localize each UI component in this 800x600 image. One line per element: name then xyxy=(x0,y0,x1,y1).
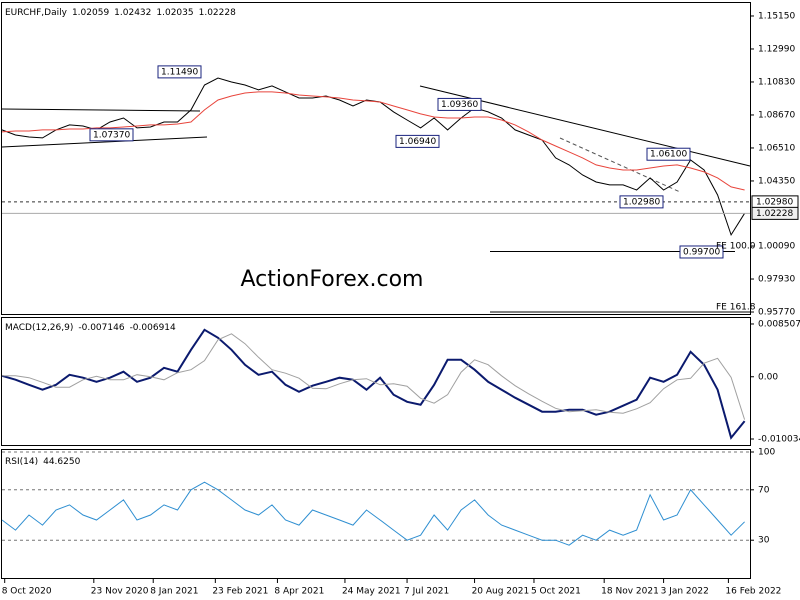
y-tick-label: 100 xyxy=(758,448,775,458)
y-tick-label: 30 xyxy=(758,536,770,546)
dashed-channel xyxy=(559,137,681,193)
y-tick-label: 0.008507 xyxy=(758,319,800,329)
price-marker-label: 1.02228 xyxy=(756,209,793,219)
x-tick-label: 16 Feb 2022 xyxy=(725,587,781,597)
price-marker-box xyxy=(751,206,799,220)
annotation-label: 1.11490 xyxy=(161,67,198,77)
series-line xyxy=(1,481,745,546)
title-part: 1.02035 xyxy=(156,8,193,18)
y-tick-label: 1.00090 xyxy=(758,242,795,252)
panel-title: EURCHF,Daily 1.02059 1.02432 1.02035 1.02228 xyxy=(5,8,236,18)
watermark: ActionForex.com xyxy=(241,267,424,292)
annotation-box xyxy=(89,128,134,142)
x-tick-label: 8 Apr 2021 xyxy=(274,587,324,597)
series-line xyxy=(1,91,745,191)
macd-panel xyxy=(1,317,751,446)
y-tick-label: 1.12990 xyxy=(758,44,795,54)
y-tick-label: 1.06510 xyxy=(758,143,795,153)
y-tick-label: 70 xyxy=(758,485,770,495)
x-tick-label: 24 May 2021 xyxy=(342,587,401,597)
x-tick-label: 20 Aug 2021 xyxy=(472,587,530,597)
x-tick-label: 7 Jul 2021 xyxy=(404,587,449,597)
title-part: 44.6250 xyxy=(43,457,80,467)
title-part: 1.02432 xyxy=(114,8,151,18)
annotation-box xyxy=(157,65,202,79)
series-line xyxy=(1,328,746,440)
y-tick-label: 1.15150 xyxy=(758,11,795,21)
title-part: RSI(14) xyxy=(5,457,38,467)
y-tick-label: 1.04350 xyxy=(758,176,795,186)
x-tick-label: 18 Nov 2021 xyxy=(601,587,659,597)
title-part: EURCHF,Daily xyxy=(5,8,68,18)
annotation-label: 1.06100 xyxy=(650,150,687,160)
title-part: -0.006914 xyxy=(130,323,176,333)
y-tick-label: 1.10830 xyxy=(758,77,795,87)
annotation-label: 0.99700 xyxy=(683,247,720,257)
series-line xyxy=(2,333,746,420)
rsi-panel xyxy=(1,449,751,579)
y-tick-label: 1.08670 xyxy=(758,110,795,120)
panel-title: RSI(14) 44.6250 xyxy=(5,457,81,467)
channel-lower xyxy=(1,136,208,148)
y-tick-label: 0.95770 xyxy=(758,308,795,318)
title-part: 1.02228 xyxy=(199,8,236,18)
annotation-box xyxy=(395,134,440,148)
channel-upper xyxy=(1,108,201,112)
title-part: -0.007146 xyxy=(78,323,124,333)
price-panel xyxy=(1,2,751,315)
y-tick-label: -0.010034 xyxy=(758,435,800,445)
annotation-label: 1.06940 xyxy=(399,137,436,147)
annotation-label: 1.02980 xyxy=(623,197,660,207)
title-part: MACD(12,26,9) xyxy=(5,323,73,333)
x-tick-label: 8 Jan 2021 xyxy=(150,587,198,597)
panel-title: MACD(12,26,9) -0.007146 -0.006914 xyxy=(5,323,176,333)
annotation-label: 1.07370 xyxy=(93,130,130,140)
fe-label: FE 161.8 xyxy=(716,303,756,313)
annotation-label: 1.09360 xyxy=(441,100,478,110)
x-tick-label: 8 Oct 2020 xyxy=(2,587,52,597)
y-tick-label: 0.00 xyxy=(758,372,778,382)
annotation-box xyxy=(679,245,724,259)
annotation-box xyxy=(646,147,691,161)
title-part: 1.02059 xyxy=(72,8,109,18)
x-tick-label: 3 Jan 2022 xyxy=(661,587,709,597)
x-tick-label: 23 Feb 2021 xyxy=(212,587,268,597)
x-tick-label: 23 Nov 2020 xyxy=(91,587,149,597)
x-tick-label: 5 Oct 2021 xyxy=(531,587,581,597)
y-tick-label: 0.97930 xyxy=(758,275,795,285)
fe-label: FE 100.0 xyxy=(716,242,756,252)
annotation-box xyxy=(619,195,664,209)
annotation-box xyxy=(437,97,482,111)
price-marker-label: 1.02980 xyxy=(756,197,793,207)
